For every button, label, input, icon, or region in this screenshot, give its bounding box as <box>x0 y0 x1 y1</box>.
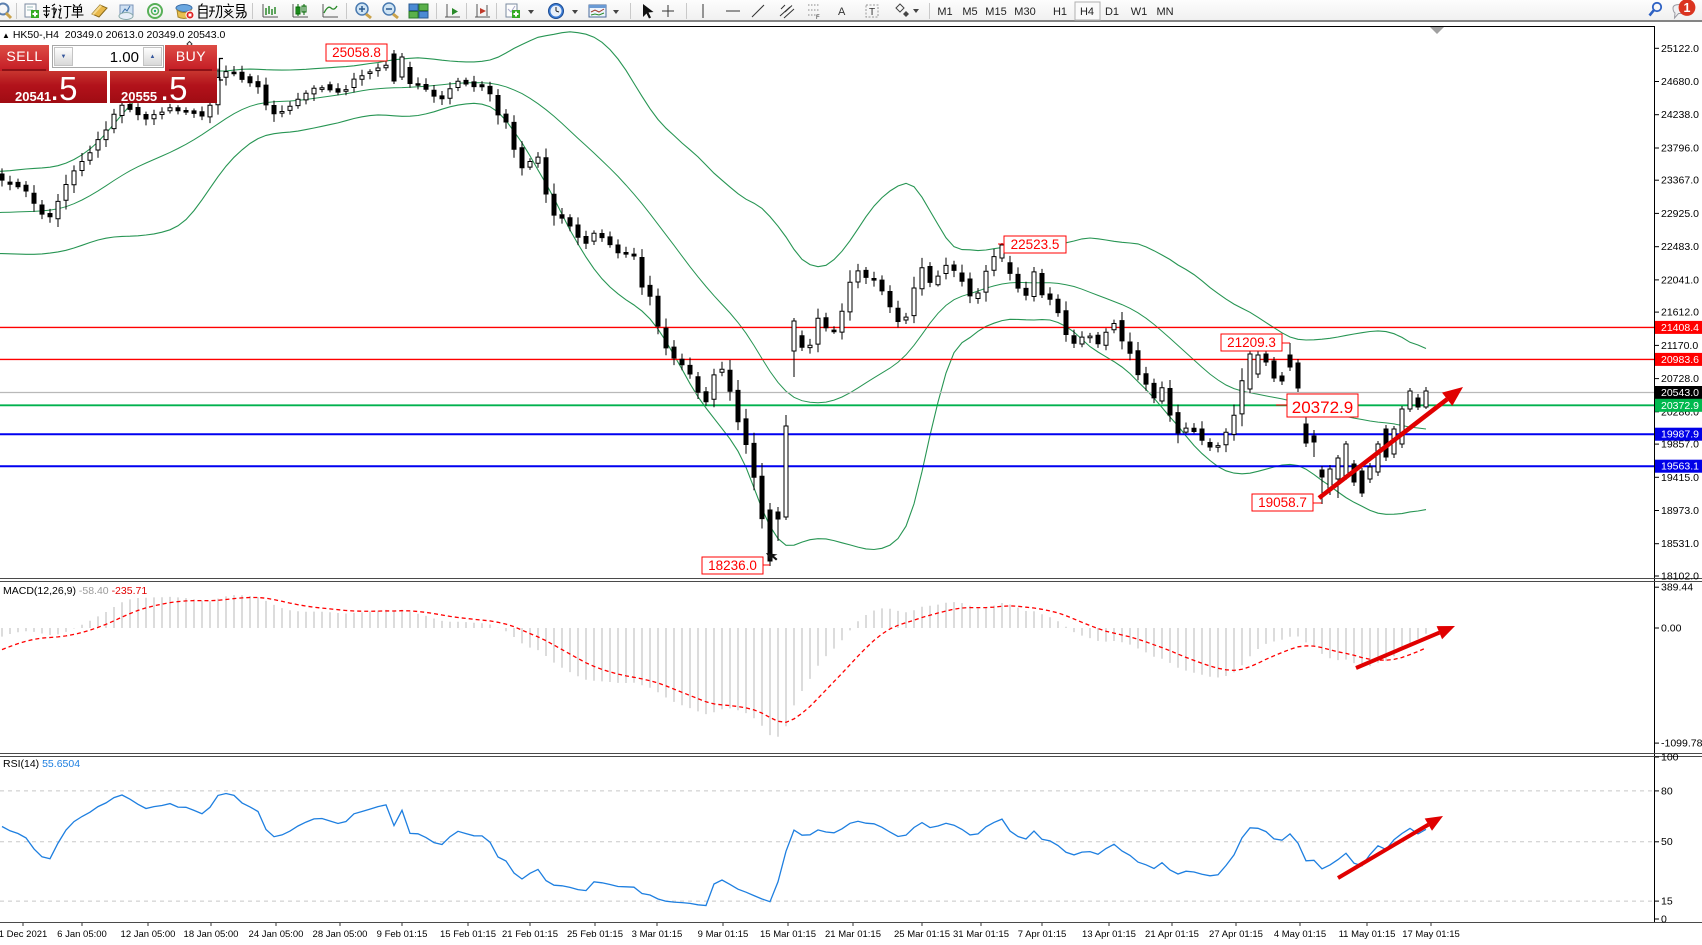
svg-text:20983.6: 20983.6 <box>1661 354 1699 366</box>
svg-text:15 Feb 01:15: 15 Feb 01:15 <box>440 929 496 940</box>
svg-text:M5: M5 <box>962 6 977 18</box>
svg-text:0: 0 <box>1661 914 1667 926</box>
svg-text:19563.1: 19563.1 <box>1661 461 1699 473</box>
svg-text:18 Jan 05:00: 18 Jan 05:00 <box>184 929 239 940</box>
svg-text:20543.0: 20543.0 <box>1661 387 1699 399</box>
svg-text:21 Apr 01:15: 21 Apr 01:15 <box>1145 929 1199 940</box>
svg-text:20372.9: 20372.9 <box>1661 400 1699 412</box>
svg-text:0.00: 0.00 <box>1661 623 1682 635</box>
svg-text:21408.4: 21408.4 <box>1661 322 1699 334</box>
svg-text:25 Mar 01:15: 25 Mar 01:15 <box>894 929 950 940</box>
svg-text:13 Apr 01:15: 13 Apr 01:15 <box>1082 929 1136 940</box>
svg-text:25058.8: 25058.8 <box>332 45 381 60</box>
svg-text:22925.0: 22925.0 <box>1661 208 1699 220</box>
svg-text:9 Feb 01:15: 9 Feb 01:15 <box>377 929 428 940</box>
svg-text:19058.7: 19058.7 <box>1258 495 1307 510</box>
svg-text:25 Feb 01:15: 25 Feb 01:15 <box>567 929 623 940</box>
svg-text:22041.0: 22041.0 <box>1661 274 1699 286</box>
svg-text:19415.0: 19415.0 <box>1661 472 1699 484</box>
svg-text:15: 15 <box>1661 896 1673 908</box>
svg-text:MN: MN <box>1156 6 1173 18</box>
svg-text:22523.5: 22523.5 <box>1011 237 1060 252</box>
svg-text:21 Mar 01:15: 21 Mar 01:15 <box>825 929 881 940</box>
svg-text:25122.0: 25122.0 <box>1661 43 1699 55</box>
svg-text:19987.9: 19987.9 <box>1661 429 1699 441</box>
svg-text:H4: H4 <box>1080 6 1094 18</box>
svg-text:3 Mar 01:15: 3 Mar 01:15 <box>632 929 683 940</box>
svg-text:9 Mar 01:15: 9 Mar 01:15 <box>698 929 749 940</box>
svg-text:31 Mar 01:15: 31 Mar 01:15 <box>953 929 1009 940</box>
svg-text:18973.0: 18973.0 <box>1661 505 1699 517</box>
svg-text:H1: H1 <box>1053 6 1067 18</box>
svg-text:21170.0: 21170.0 <box>1661 340 1698 352</box>
svg-text:22483.0: 22483.0 <box>1661 241 1699 253</box>
svg-text:20372.9: 20372.9 <box>1292 398 1353 417</box>
svg-text:-1099.78: -1099.78 <box>1661 738 1702 750</box>
svg-text:M30: M30 <box>1014 6 1035 18</box>
svg-text:F: F <box>816 15 820 21</box>
svg-text:24 Jan 05:00: 24 Jan 05:00 <box>249 929 304 940</box>
svg-text:50: 50 <box>1661 836 1673 848</box>
svg-text:A: A <box>838 6 846 18</box>
svg-text:18102.0: 18102.0 <box>1661 571 1699 583</box>
svg-text:28 Jan 05:00: 28 Jan 05:00 <box>313 929 368 940</box>
svg-text:15 Mar 01:15: 15 Mar 01:15 <box>760 929 816 940</box>
svg-text:18531.0: 18531.0 <box>1661 538 1699 550</box>
svg-text:7 Apr 01:15: 7 Apr 01:15 <box>1018 929 1067 940</box>
svg-text:27 Apr 01:15: 27 Apr 01:15 <box>1209 929 1263 940</box>
svg-text:100: 100 <box>1661 752 1679 764</box>
svg-text:6 Jan 05:00: 6 Jan 05:00 <box>57 929 107 940</box>
svg-text:23796.0: 23796.0 <box>1661 143 1699 155</box>
svg-text:21612.0: 21612.0 <box>1661 307 1699 319</box>
svg-text:21 Feb 01:15: 21 Feb 01:15 <box>502 929 558 940</box>
svg-text:80: 80 <box>1661 785 1673 797</box>
svg-text:19857.0: 19857.0 <box>1661 439 1699 451</box>
svg-text:24680.0: 24680.0 <box>1661 76 1699 88</box>
svg-text:11 May 01:15: 11 May 01:15 <box>1339 929 1396 940</box>
svg-text:389.44: 389.44 <box>1661 582 1693 594</box>
svg-text:18236.0: 18236.0 <box>708 558 757 573</box>
svg-text:23367.0: 23367.0 <box>1661 175 1699 187</box>
svg-text:21209.3: 21209.3 <box>1227 335 1276 350</box>
svg-text:1 Dec 2021: 1 Dec 2021 <box>0 929 47 940</box>
svg-text:20728.0: 20728.0 <box>1661 373 1699 385</box>
svg-text:17 May 01:15: 17 May 01:15 <box>1402 929 1460 940</box>
svg-text:W1: W1 <box>1131 6 1148 18</box>
svg-text:T: T <box>869 7 875 18</box>
svg-text:M1: M1 <box>937 6 952 18</box>
svg-text:4 May 01:15: 4 May 01:15 <box>1274 929 1326 940</box>
svg-text:D1: D1 <box>1105 6 1119 18</box>
svg-text:24238.0: 24238.0 <box>1661 109 1699 121</box>
svg-text:1: 1 <box>1684 1 1691 15</box>
svg-text:M15: M15 <box>985 6 1006 18</box>
svg-text:12 Jan 05:00: 12 Jan 05:00 <box>121 929 176 940</box>
